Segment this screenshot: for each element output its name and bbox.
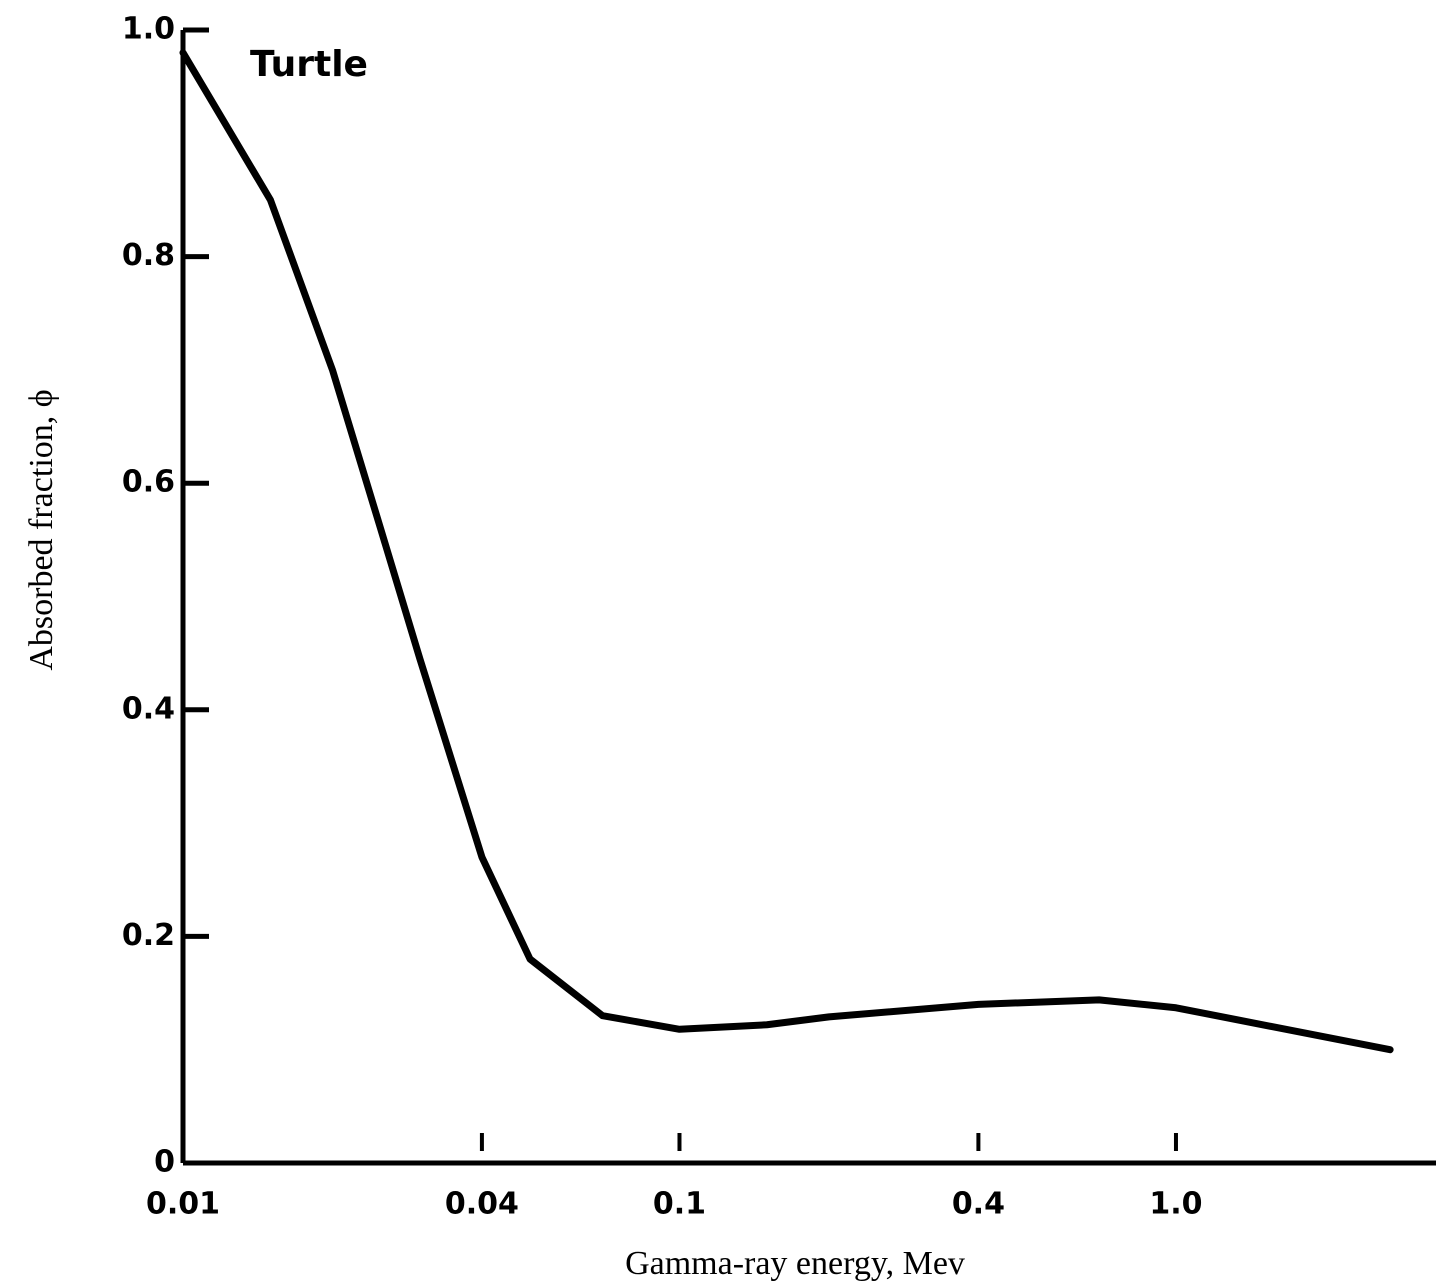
- annotation: Turtle: [250, 44, 368, 85]
- y-tick-label: 0.2: [122, 918, 175, 953]
- y-tick-label: 0.8: [122, 238, 175, 273]
- x-tick-label: 0.1: [653, 1187, 706, 1222]
- data-line: [179, 49, 1394, 1054]
- y-tick-label: 0.4: [122, 691, 175, 726]
- y-tick-label: 0: [154, 1145, 175, 1180]
- y-tick-label: 1.0: [122, 12, 175, 47]
- x-tick-label: 0.04: [445, 1187, 519, 1222]
- x-tick-label: 0.01: [146, 1187, 220, 1222]
- x-axis-title: Gamma-ray energy, Mev: [625, 1245, 965, 1282]
- y-tick-label: 0.6: [122, 465, 175, 500]
- x-tick-label: 0.4: [952, 1187, 1005, 1222]
- y-axis-title: Absorbed fraction, ϕ: [23, 389, 60, 670]
- x-tick-label: 1.0: [1149, 1187, 1202, 1222]
